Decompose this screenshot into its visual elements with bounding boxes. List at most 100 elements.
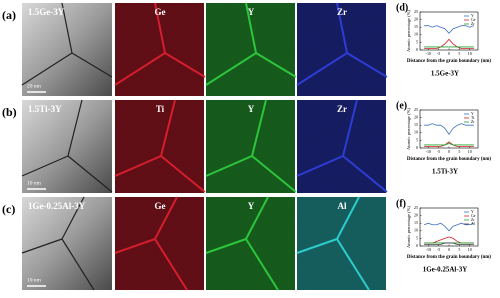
series-line: [424, 123, 474, 136]
legend-label: Ti: [471, 116, 474, 120]
legend-label: Ge: [471, 214, 476, 218]
x-tick-label: 10: [468, 51, 472, 56]
element-label: Ti: [156, 104, 165, 114]
panel-label: (a): [2, 8, 16, 22]
map-noise: [206, 3, 295, 96]
grain-boundary: [21, 99, 113, 193]
y-axis-label: Atomic percentage (%): [406, 206, 411, 248]
y-axis-label: Atomic percentage (%): [406, 10, 411, 52]
y-tick-label: 25: [414, 205, 418, 210]
y-tick-label: 0: [416, 47, 418, 52]
scale-bar-label: 10 nm: [27, 180, 42, 186]
legend-label: Y: [471, 14, 474, 18]
series-line: [424, 38, 474, 49]
grain-boundary: [21, 2, 113, 86]
chart-label: (d): [396, 2, 408, 13]
plot-frame: [419, 207, 479, 247]
series-line: [424, 222, 474, 232]
element-label: Y: [248, 104, 255, 114]
legend-label: Al: [471, 222, 475, 226]
x-axis-label: Distance from the grain boundary (nm): [407, 59, 492, 64]
series-line: [424, 242, 474, 245]
map-boundary: [205, 2, 297, 86]
x-tick-label: -5: [437, 247, 440, 252]
y-tick-label: 0: [416, 145, 418, 150]
tem-image: [22, 197, 112, 290]
legend-label: Ge: [471, 18, 476, 22]
series-line: [424, 236, 474, 244]
element-label: Zr: [337, 7, 347, 17]
y-tick-label: 20: [414, 17, 418, 22]
legend-label: Y: [471, 112, 474, 116]
map-noise: [206, 197, 295, 290]
x-tick-label: -5: [437, 51, 440, 56]
y-tick-label: 10: [414, 228, 418, 233]
x-tick-label: 10: [468, 247, 472, 252]
series-line: [424, 25, 474, 34]
y-tick-label: 5: [416, 39, 418, 44]
legend-label: Zr: [471, 218, 475, 222]
y-tick-label: 15: [414, 220, 418, 225]
y-tick-label: 10: [414, 130, 418, 135]
map-noise: [297, 100, 386, 193]
element-label: Zr: [337, 104, 347, 114]
element-label: Ge: [155, 201, 166, 211]
y-tick-label: 25: [414, 107, 418, 112]
element-label: Ge: [155, 7, 166, 17]
y-tick-label: 25: [414, 9, 418, 14]
x-tick-label: 0: [448, 247, 450, 252]
chart-label: (e): [396, 100, 407, 111]
x-tick-label: -5: [437, 149, 440, 154]
x-tick-label: 5: [458, 51, 460, 56]
chart-caption: 1.5Ge-3Y: [431, 70, 459, 78]
y-tick-label: 20: [414, 213, 418, 218]
scale-bar-label: 10 nm: [27, 277, 42, 283]
legend-label: Zr: [471, 22, 475, 26]
y-tick-label: 0: [416, 243, 418, 248]
sample-name: 1Ge-0.25Al-3Y: [28, 201, 86, 211]
y-tick-label: 10: [414, 32, 418, 37]
plot-frame: [419, 11, 479, 51]
panel-label: (c): [2, 202, 15, 216]
series-line: [424, 143, 474, 146]
y-tick-label: 5: [416, 235, 418, 240]
x-tick-label: 0: [448, 149, 450, 154]
x-tick-label: -10: [426, 51, 431, 56]
chart-caption: 1Ge-0.25Al-3Y: [423, 266, 468, 274]
y-axis-label: Atomic percentage (%): [406, 108, 411, 150]
map-boundary: [296, 99, 388, 193]
map-boundary: [296, 2, 388, 86]
y-tick-label: 20: [414, 115, 418, 120]
y-tick-label: 15: [414, 122, 418, 127]
tem-image: [22, 3, 112, 96]
element-label: Y: [248, 7, 255, 17]
legend-label: Y: [471, 210, 474, 214]
map-noise: [115, 3, 204, 96]
sample-name: 1.5Ti-3Y: [28, 104, 62, 114]
map-noise: [115, 100, 204, 193]
map-noise: [297, 3, 386, 96]
map-boundary: [114, 2, 206, 86]
x-tick-label: -10: [426, 149, 431, 154]
map-noise: [115, 197, 204, 290]
panel-label: (b): [2, 105, 17, 119]
sample-name: 1.5Ge-3Y: [28, 7, 65, 17]
chart-label: (f): [396, 198, 406, 209]
x-tick-label: 0: [448, 51, 450, 56]
scale-bar-label: 20 nm: [27, 83, 42, 89]
map-noise: [206, 100, 295, 193]
map-boundary: [114, 99, 206, 193]
map-boundary: [205, 99, 297, 193]
x-tick-label: 5: [458, 247, 460, 252]
x-axis-label: Distance from the grain boundary (nm): [407, 255, 492, 260]
element-label: Y: [248, 201, 255, 211]
x-tick-label: -10: [426, 247, 431, 252]
tem-image: [22, 100, 112, 193]
legend-label: Zr: [471, 120, 475, 124]
map-boundary: [114, 196, 188, 291]
element-label: Al: [338, 201, 347, 211]
map-boundary: [296, 196, 370, 291]
x-tick-label: 10: [468, 149, 472, 154]
map-boundary: [205, 196, 279, 291]
